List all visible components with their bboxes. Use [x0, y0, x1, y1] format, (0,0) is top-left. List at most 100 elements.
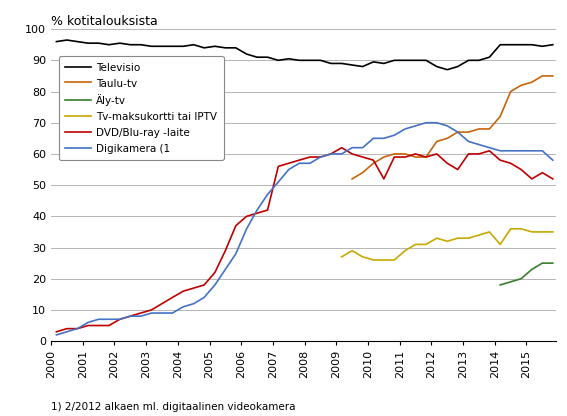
Digikamera (1	[285, 167, 292, 172]
Tv-maksukortti tai IPTV	[465, 235, 472, 240]
DVD/Blu-ray -laite	[253, 210, 260, 215]
Televisio	[422, 58, 429, 63]
Digikamera (1	[549, 158, 556, 163]
Digikamera (1	[95, 317, 102, 322]
Digikamera (1	[53, 332, 60, 337]
Televisio	[412, 58, 419, 63]
DVD/Blu-ray -laite	[401, 154, 408, 159]
DVD/Blu-ray -laite	[211, 270, 218, 275]
Taulu-tv	[476, 126, 483, 131]
Taulu-tv	[359, 170, 366, 175]
Digikamera (1	[159, 310, 166, 315]
Taulu-tv	[528, 79, 535, 84]
DVD/Blu-ray -laite	[539, 170, 546, 175]
Digikamera (1	[116, 317, 123, 322]
Tv-maksukortti tai IPTV	[338, 254, 345, 260]
Taulu-tv	[518, 83, 524, 88]
Televisio	[338, 61, 345, 66]
Taulu-tv	[454, 129, 461, 134]
Äly-tv	[549, 260, 556, 265]
Televisio	[180, 44, 187, 49]
Televisio	[391, 58, 397, 63]
Text: % kotitalouksista: % kotitalouksista	[51, 15, 158, 28]
DVD/Blu-ray -laite	[222, 248, 229, 253]
Televisio	[349, 62, 356, 67]
Digikamera (1	[264, 192, 271, 197]
Digikamera (1	[359, 145, 366, 150]
Televisio	[253, 54, 260, 59]
Televisio	[148, 44, 155, 49]
Line: DVD/Blu-ray -laite: DVD/Blu-ray -laite	[57, 148, 553, 332]
DVD/Blu-ray -laite	[465, 151, 472, 156]
Digikamera (1	[338, 151, 345, 156]
DVD/Blu-ray -laite	[317, 154, 324, 159]
Line: Televisio: Televisio	[57, 40, 553, 69]
Digikamera (1	[401, 126, 408, 131]
Digikamera (1	[497, 148, 503, 153]
Digikamera (1	[507, 148, 514, 153]
Televisio	[328, 61, 335, 66]
Taulu-tv	[444, 136, 451, 141]
Taulu-tv	[412, 154, 419, 159]
DVD/Blu-ray -laite	[137, 310, 144, 315]
Televisio	[116, 41, 123, 46]
Televisio	[84, 41, 91, 46]
DVD/Blu-ray -laite	[412, 151, 419, 156]
Taulu-tv	[422, 154, 429, 159]
DVD/Blu-ray -laite	[507, 161, 514, 166]
Taulu-tv	[370, 161, 377, 166]
Digikamera (1	[191, 301, 197, 306]
Digikamera (1	[328, 151, 335, 156]
Digikamera (1	[465, 139, 472, 144]
Televisio	[232, 45, 239, 50]
Televisio	[528, 42, 535, 47]
DVD/Blu-ray -laite	[528, 176, 535, 181]
Digikamera (1	[222, 267, 229, 272]
DVD/Blu-ray -laite	[285, 161, 292, 166]
Televisio	[222, 45, 229, 50]
Televisio	[53, 39, 60, 44]
DVD/Blu-ray -laite	[370, 158, 377, 163]
Televisio	[454, 64, 461, 69]
Digikamera (1	[243, 226, 250, 231]
Digikamera (1	[422, 120, 429, 125]
DVD/Blu-ray -laite	[264, 208, 271, 213]
Tv-maksukortti tai IPTV	[539, 229, 546, 234]
Televisio	[539, 44, 546, 49]
DVD/Blu-ray -laite	[53, 329, 60, 334]
Äly-tv	[528, 267, 535, 272]
Televisio	[497, 42, 503, 47]
Televisio	[359, 64, 366, 69]
DVD/Blu-ray -laite	[169, 295, 176, 300]
DVD/Blu-ray -laite	[243, 214, 250, 219]
DVD/Blu-ray -laite	[349, 151, 356, 156]
Televisio	[243, 52, 250, 57]
Digikamera (1	[454, 129, 461, 134]
Televisio	[64, 37, 70, 42]
Digikamera (1	[433, 120, 440, 125]
Televisio	[95, 41, 102, 46]
Televisio	[518, 42, 524, 47]
DVD/Blu-ray -laite	[476, 151, 483, 156]
Digikamera (1	[105, 317, 112, 322]
Tv-maksukortti tai IPTV	[359, 254, 366, 260]
DVD/Blu-ray -laite	[116, 317, 123, 322]
Televisio	[444, 67, 451, 72]
DVD/Blu-ray -laite	[497, 158, 503, 163]
Tv-maksukortti tai IPTV	[422, 242, 429, 247]
Äly-tv	[507, 280, 514, 285]
Digikamera (1	[275, 179, 282, 184]
Televisio	[169, 44, 176, 49]
Digikamera (1	[137, 314, 144, 319]
DVD/Blu-ray -laite	[391, 154, 397, 159]
Taulu-tv	[507, 89, 514, 94]
Digikamera (1	[391, 133, 397, 138]
DVD/Blu-ray -laite	[232, 223, 239, 228]
Televisio	[201, 45, 208, 50]
DVD/Blu-ray -laite	[159, 301, 166, 306]
Line: Äly-tv: Äly-tv	[500, 263, 553, 285]
Taulu-tv	[497, 114, 503, 119]
Digikamera (1	[412, 123, 419, 128]
Digikamera (1	[127, 314, 134, 319]
Tv-maksukortti tai IPTV	[507, 226, 514, 231]
